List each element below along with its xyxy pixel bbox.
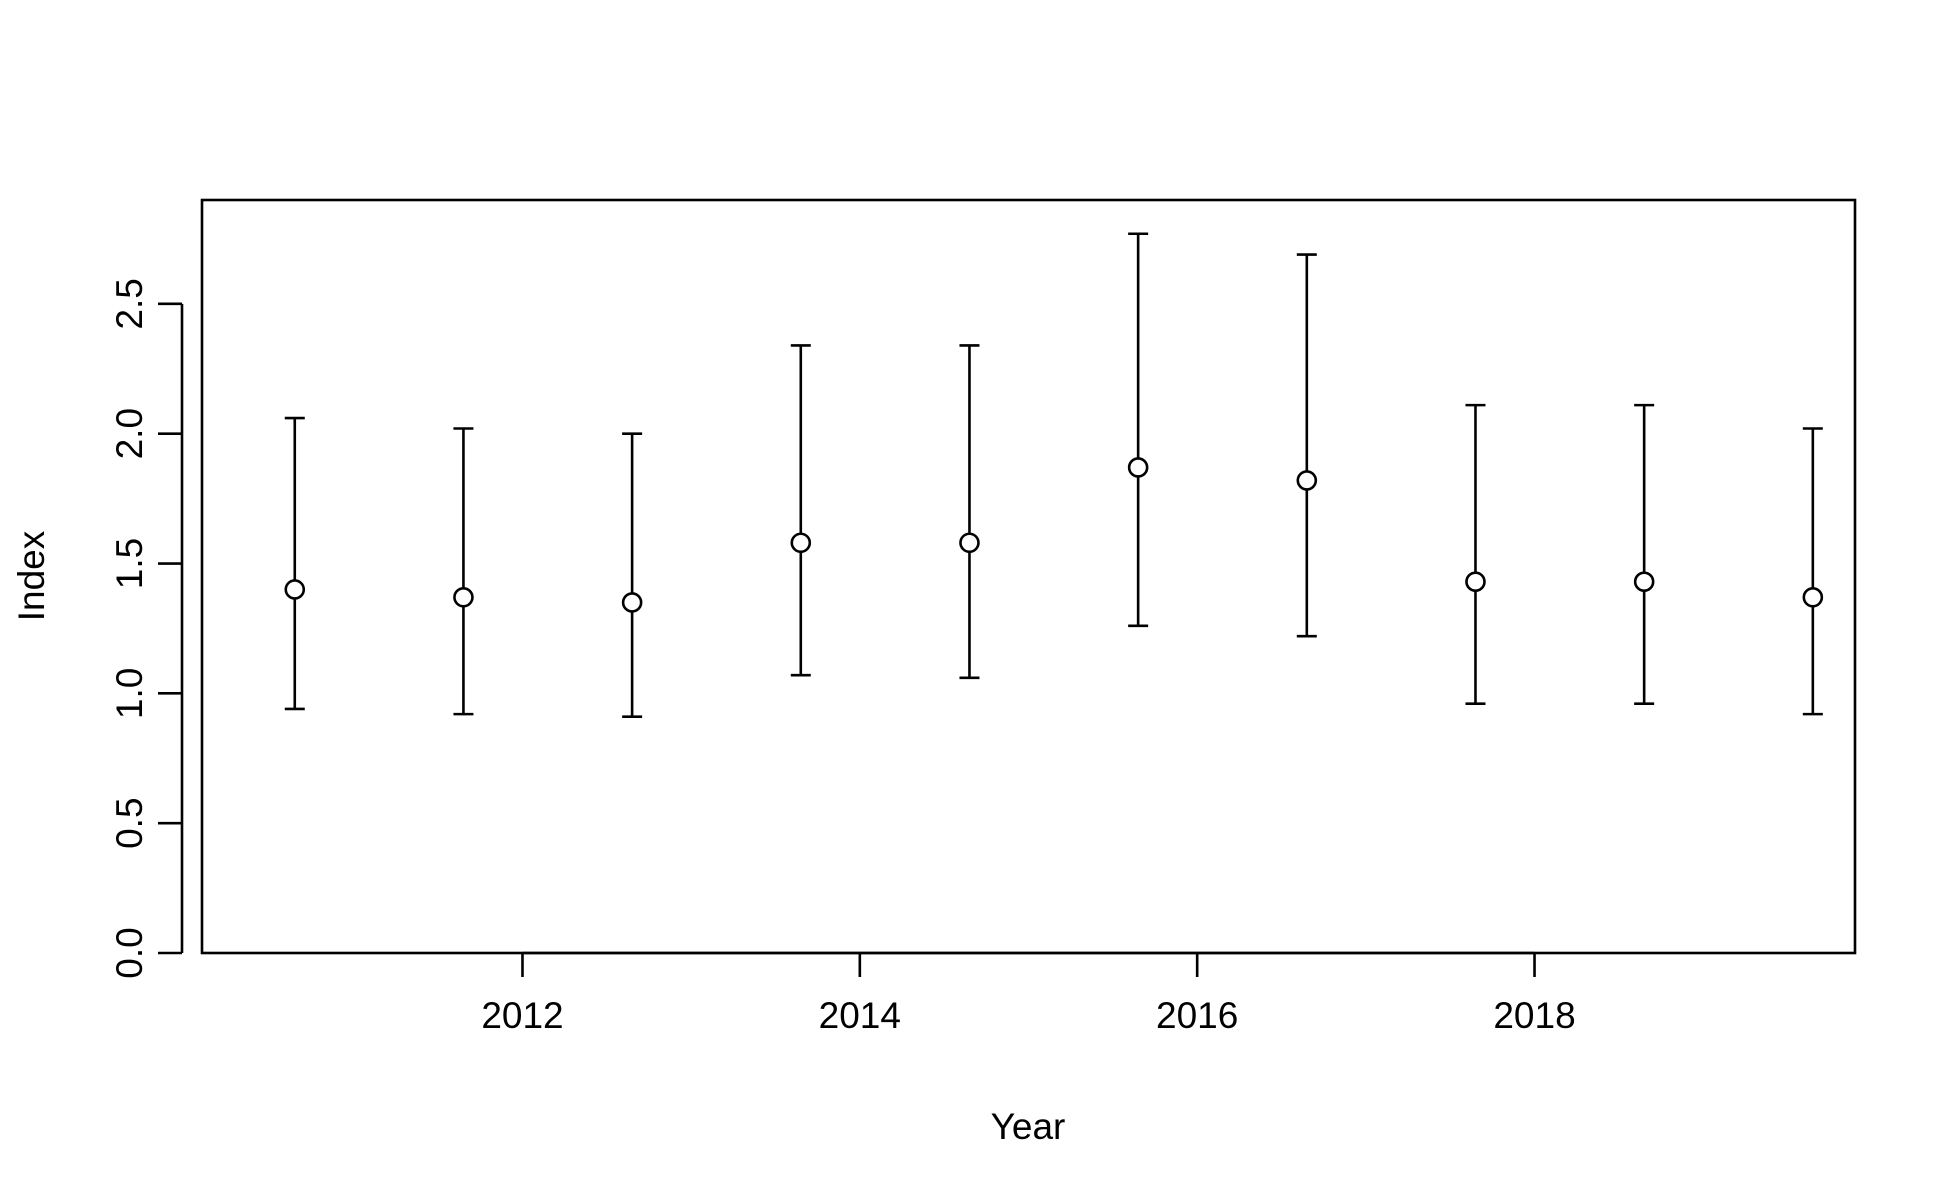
data-point — [959, 532, 980, 554]
data-point — [1465, 571, 1486, 592]
data-point — [621, 592, 643, 613]
x-tick-label: 2012 — [481, 995, 563, 1036]
data-point-group — [1296, 253, 1318, 638]
data-point — [1127, 457, 1149, 478]
data-point-group — [1802, 427, 1824, 716]
y-tick-label: 2.5 — [109, 278, 150, 329]
data-point — [453, 586, 474, 608]
y-tick-label: 2.0 — [109, 408, 150, 459]
y-tick-label: 0.0 — [109, 927, 150, 978]
data-point-group — [453, 427, 474, 716]
data-point-group — [1465, 403, 1486, 706]
data-point-group — [1633, 403, 1655, 706]
data-point — [790, 532, 812, 554]
data-point — [1802, 586, 1824, 608]
data-point-group — [1127, 232, 1149, 628]
data-marks — [284, 232, 1824, 719]
data-point — [284, 579, 306, 600]
y-axis-label: Index — [11, 530, 52, 621]
plot-frame — [200, 198, 1857, 955]
data-point — [1296, 470, 1318, 491]
data-point-group — [790, 344, 812, 677]
y-tick-label: 1.5 — [109, 538, 150, 589]
y-axis: 0.0 0.5 1.0 1.5 2.0 2.5 — [109, 278, 184, 979]
x-tick-label: 2014 — [819, 995, 901, 1036]
x-tick-label: 2016 — [1156, 995, 1238, 1036]
y-tick-label: 0.5 — [109, 797, 150, 848]
data-point-group — [621, 432, 643, 719]
data-point — [1633, 571, 1655, 592]
x-axis: 2012 2014 2016 2018 — [481, 951, 1576, 1036]
data-point-group — [284, 416, 306, 711]
x-tick-label: 2018 — [1493, 995, 1575, 1036]
data-point-group — [959, 344, 980, 680]
y-tick-label: 1.0 — [109, 668, 150, 719]
x-axis-label: Year — [991, 1106, 1066, 1147]
